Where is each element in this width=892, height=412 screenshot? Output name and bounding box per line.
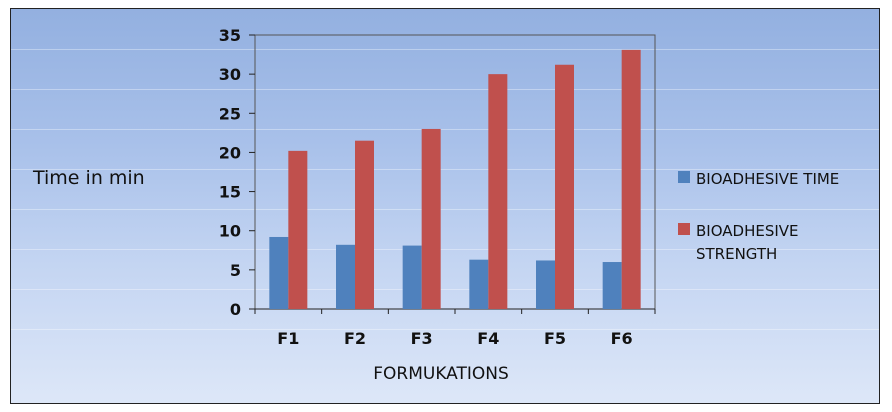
bar-bioadhesive-time-f1	[269, 236, 289, 309]
y-tick-label: 30	[219, 65, 241, 84]
legend-swatch-red	[678, 223, 690, 235]
x-tick-label: F2	[344, 329, 366, 348]
bar-bioadhesive-time-f6	[602, 262, 622, 309]
y-tick-label: 35	[219, 26, 241, 45]
bar-chart-plot: 0 5 10 15 20 25 30 35 F1 F2 F3 F4 F5 F6	[219, 26, 656, 348]
bar-bioadhesive-time-f2	[336, 244, 355, 309]
bar-bioadhesive-strength-f1	[288, 150, 308, 309]
y-axis-label: Time in min	[33, 167, 145, 189]
y-tick-label: 0	[230, 300, 241, 319]
chart-frame: Time in min 0 5 10 15 20 25 30 35 F1 F2 F3 F4 F5 F6 F…	[10, 8, 880, 404]
y-tick-label: 15	[219, 183, 241, 202]
x-tick-label: F5	[544, 329, 566, 348]
y-tick-label: 5	[230, 261, 241, 280]
legend-label-bioadhesive-time: BIOADHESIVE TIME	[696, 170, 840, 188]
bar-bioadhesive-strength-f4	[488, 74, 508, 310]
y-tick-label: 25	[219, 104, 241, 123]
plot-area-border	[254, 34, 656, 310]
bar-bioadhesive-strength-f6	[621, 49, 641, 309]
bar-bioadhesive-time-f4	[469, 259, 489, 309]
y-tick-label: 20	[219, 143, 241, 162]
x-tick-label: F4	[477, 329, 499, 348]
legend-label-bioadhesive-strength: BIOADHESIVE STRENGTH	[696, 222, 799, 263]
legend-swatch-blue	[678, 171, 690, 183]
x-tick-label: F6	[611, 329, 633, 348]
bar-bioadhesive-strength-f2	[355, 140, 374, 309]
y-tick-label: 10	[219, 222, 241, 241]
x-tick-label: F3	[411, 329, 433, 348]
bar-bioadhesive-time-f3	[402, 245, 422, 309]
x-tick-label: F1	[277, 329, 299, 348]
x-axis-label: FORMUKATIONS	[373, 364, 509, 384]
bar-bioadhesive-strength-f5	[555, 64, 574, 310]
bar-bioadhesive-strength-f3	[421, 128, 441, 309]
bar-bioadhesive-time-f5	[536, 260, 555, 309]
